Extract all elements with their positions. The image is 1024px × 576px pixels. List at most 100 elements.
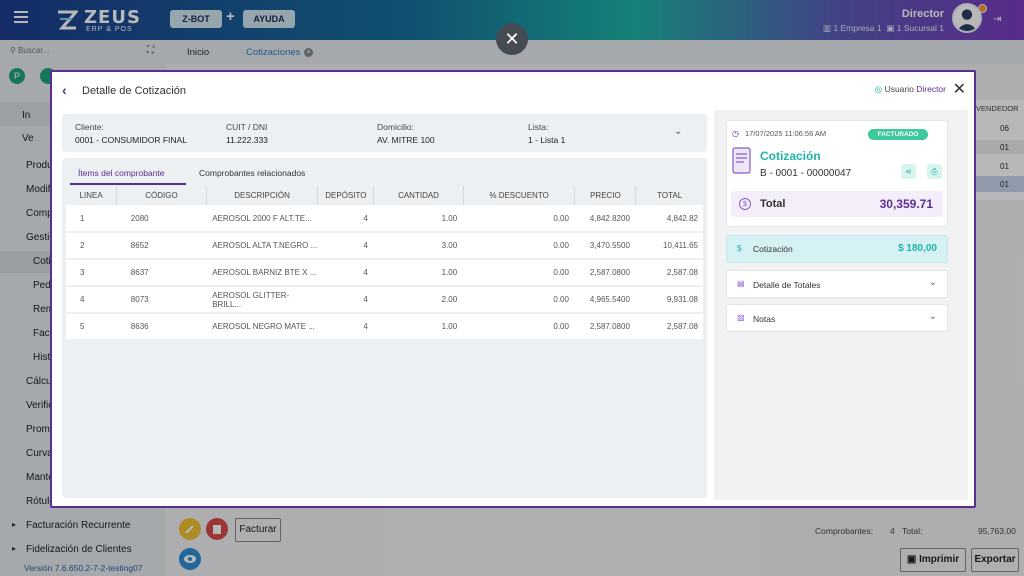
left-panel: Cliente: 0001 - CONSUMIDOR FINAL CUIT / … [60, 110, 710, 500]
modal-user: ◎ Usuario Director [875, 84, 946, 95]
sidebar-item-label: In [22, 110, 31, 121]
table-row[interactable]: 1 2080 AEROSOL 2000 F ALT.TE... 4 1.00 0.00 4,… [66, 205, 703, 233]
edit-button[interactable] [179, 518, 201, 540]
cotizacion-card[interactable]: $ Cotización $ 180,00 [726, 235, 948, 263]
cell-cantidad: 1.00 [373, 259, 464, 287]
chevron-right-icon: ▸ [12, 544, 17, 553]
sidebar-item-verificar[interactable]: Verific [26, 400, 54, 411]
print-icon[interactable]: ⎙ [927, 164, 942, 179]
sidebar-item-curva[interactable]: Curva [26, 448, 53, 459]
expand-icon[interactable]: ⛶ [147, 45, 154, 56]
menu-icon[interactable] [14, 11, 28, 23]
cell-descuento: 0.00 [463, 205, 575, 233]
sidebar-item-compras[interactable]: Comp [26, 208, 53, 219]
chevron-down-icon[interactable]: ⌄ [928, 277, 937, 288]
zbot-button[interactable]: Z-BOT [170, 10, 222, 28]
sidebar-item-pedidos[interactable]: Ped [33, 280, 51, 291]
sidebar-item-remitos[interactable]: Rem [33, 304, 55, 315]
exportar-button[interactable]: Exportar [971, 548, 1019, 572]
sidebar-item-ventas[interactable]: Ve [22, 133, 34, 144]
view-button[interactable] [179, 548, 201, 570]
clock-icon: ◷ [732, 129, 739, 138]
notification-badge [978, 4, 987, 13]
table-header-row: LINEA CÓDIGO DESCRIPCIÓN DEPÓSITO CANTID… [66, 186, 703, 205]
cell-precio: 3,470.5500 [574, 232, 636, 260]
table-row[interactable]: 3 8637 AEROSOL BARNIZ BTE X ... 4 1.00 0.00 2,… [66, 259, 703, 287]
cell-linea: 1 [66, 205, 117, 233]
user-icon: ◎ [874, 84, 883, 94]
search-input[interactable]: Buscar... [18, 46, 50, 55]
cliente-field: Cliente: 0001 - CONSUMIDOR FINAL [75, 122, 187, 145]
table-row[interactable]: 5 8636 AEROSOL NEGRO MATE ... 4 1.00 0.00 2,58… [66, 313, 703, 341]
column-header-descripcion[interactable]: DESCRIPCIÓN [206, 186, 319, 205]
sidebar-item-mantenimiento[interactable]: Mante [26, 472, 54, 483]
sidebar-item-modif[interactable]: Modif [26, 184, 51, 195]
cell-descuento: 0.00 [463, 313, 575, 341]
cell-linea: 2 [66, 232, 117, 260]
column-header-codigo[interactable]: CÓDIGO [116, 186, 207, 205]
cell-linea: 3 [66, 259, 117, 287]
close-icon[interactable]: ✕ [496, 23, 528, 55]
sidebar-search[interactable]: ⚲ Buscar... [10, 46, 49, 55]
status-badge: FACTURADO [868, 129, 928, 140]
total-label: Total: [902, 526, 923, 536]
tab-close-icon[interactable]: × [304, 48, 313, 57]
column-header-descuento[interactable]: % DESCUENTO [463, 186, 576, 205]
chevron-down-icon[interactable]: ⌄ [928, 311, 937, 322]
imprimir-button[interactable]: ▣ Imprimir [900, 548, 966, 572]
sidebar-item-rotulos[interactable]: Rótulo [26, 496, 55, 507]
cell-deposito: 4 [317, 259, 374, 287]
cell-codigo: 8637 [116, 259, 207, 287]
shortcut-p-icon[interactable]: P [9, 68, 25, 84]
column-header-precio[interactable]: PRECIO [574, 186, 637, 205]
share-icon[interactable]: ⋖ [901, 164, 916, 179]
tab-items-comprobante[interactable]: Ítems del comprobante [78, 168, 165, 178]
notas-card[interactable]: ▧ Notas ⌄ [726, 304, 948, 332]
modal-close-icon[interactable]: ✕ [952, 81, 966, 98]
sidebar-item-facturas[interactable]: Fact [33, 328, 53, 339]
summary-card: ◷ 17/07/2025 11:06:56 AM FACTURADO Cotiz… [726, 120, 948, 227]
cell-descripcion: AEROSOL GLITTER-BRILL... [206, 286, 318, 314]
tab-cotizaciones[interactable]: Cotizaciones [246, 47, 301, 58]
facturar-button[interactable]: Facturar [235, 518, 281, 542]
table-row[interactable]: 2 8652 AEROSOL ALTA T.NEGRO ... 4 3.00 0.00 3,… [66, 232, 703, 260]
tabs-bar: Inicio Cotizaciones × [165, 40, 1024, 64]
tab-comprobantes-relacionados[interactable]: Comprobantes relacionados [199, 168, 306, 178]
ayuda-button[interactable]: AYUDA [243, 10, 295, 28]
column-header-deposito[interactable]: DEPÓSITO [317, 186, 375, 205]
detalle-totales-card[interactable]: ▤ Detalle de Totales ⌄ [726, 270, 948, 298]
sidebar-item-gestion[interactable]: Gestió [26, 232, 55, 243]
logo-subtitle: ERP & POS [86, 26, 133, 33]
column-header-total[interactable]: TOTAL [635, 186, 703, 205]
cell-deposito: 4 [317, 286, 374, 314]
logout-icon[interactable]: ⇥ [993, 14, 1002, 25]
chevron-down-icon[interactable]: ⌄ [674, 126, 683, 137]
sidebar-item-historial[interactable]: Histo [33, 352, 56, 363]
empresa-label: 1 Empresa 1 [833, 23, 882, 33]
lista-field: Lista: 1 - Lista 1 [528, 122, 565, 145]
column-header-cantidad[interactable]: CANTIDAD [373, 186, 464, 205]
modal-detalle-cotizacion: ‹ Detalle de Cotización ◎ Usuario Direct… [50, 70, 976, 508]
sidebar-item-calculo[interactable]: Cálcu [26, 376, 52, 387]
tab-inicio[interactable]: Inicio [187, 47, 210, 58]
cell-deposito: 4 [317, 313, 374, 341]
avatar[interactable] [952, 3, 982, 33]
document-icon [732, 147, 751, 174]
cell-linea: 4 [66, 286, 117, 314]
sidebar-item-productos[interactable]: Produ [26, 160, 53, 171]
sidebar-item-promociones[interactable]: Prome [26, 424, 56, 435]
delete-button[interactable] [206, 518, 228, 540]
table-row[interactable]: 4 8073 AEROSOL GLITTER-BRILL... 4 2.00 0.00 4,… [66, 286, 703, 314]
empresa-icon: ▥ [823, 23, 832, 33]
sidebar-item-facturacion-recurrente[interactable]: Facturación Recurrente [26, 520, 131, 531]
sidebar-item-cotizaciones[interactable]: Coti [33, 256, 51, 267]
sidebar-item-fidelizacion[interactable]: Fidelización de Clientes [26, 544, 132, 555]
column-header-linea[interactable]: LINEA [66, 186, 118, 205]
cell-total: 2,587.08 [635, 259, 703, 287]
items-table: LINEA CÓDIGO DESCRIPCIÓN DEPÓSITO CANTID… [66, 186, 703, 341]
imprimir-label: Imprimir [919, 554, 960, 565]
cell-codigo: 8636 [116, 313, 207, 341]
back-icon[interactable]: ‹ [62, 82, 67, 98]
right-panel: ◷ 17/07/2025 11:06:56 AM FACTURADO Cotiz… [714, 110, 968, 500]
total-box: $ Total 30,359.71 [731, 191, 943, 217]
